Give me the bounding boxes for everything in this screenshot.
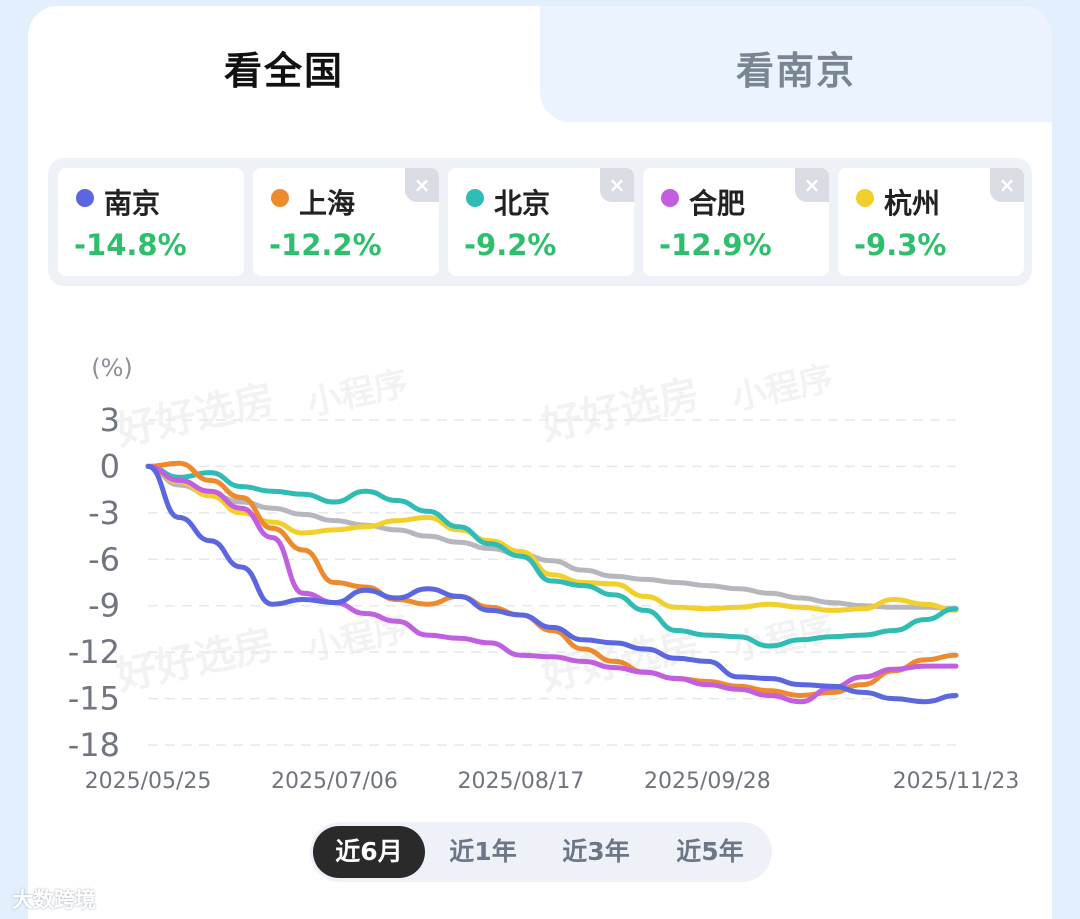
- series-line-2: [145, 463, 959, 649]
- series-line-4: [145, 463, 959, 613]
- legend-value-nanjing: -14.8%: [74, 228, 187, 262]
- y-tick-label: -15: [68, 680, 120, 718]
- footer-brand: 大数跨境: [12, 888, 96, 912]
- watermark-text: 小程序: [729, 358, 837, 418]
- legend-dot-hefei: [661, 189, 679, 207]
- legend-value-shanghai: -12.2%: [269, 228, 382, 262]
- close-icon[interactable]: ×: [405, 168, 439, 202]
- legend-name-shanghai: 上海: [299, 187, 356, 220]
- range-button-6m[interactable]: 近6月: [313, 826, 425, 878]
- close-icon[interactable]: ×: [990, 168, 1024, 202]
- legend-value-beijing: -9.2%: [464, 228, 557, 262]
- watermark-text: 小程序: [304, 608, 412, 668]
- x-tick-label: 2025/11/23: [893, 769, 1020, 794]
- legend-name-nanjing: 南京: [104, 187, 161, 220]
- y-tick-label: 0: [100, 447, 120, 485]
- legend-value-hefei: -12.9%: [659, 228, 772, 262]
- tab-national[interactable]: 看全国: [223, 49, 344, 93]
- watermark-text: 好好选房: [537, 372, 704, 450]
- legend-dot-hangzhou: [856, 189, 874, 207]
- series-line-0: [145, 463, 959, 705]
- watermark-text: 好好选房: [112, 622, 279, 700]
- close-icon[interactable]: ×: [600, 168, 634, 202]
- legend-name-hangzhou: 杭州: [884, 187, 941, 220]
- watermark-text: 小程序: [304, 363, 412, 423]
- legend-value-hangzhou: -9.3%: [854, 228, 947, 262]
- legend-name-hefei: 合肥: [689, 187, 746, 220]
- y-tick-label: -3: [88, 494, 120, 532]
- legend-card-hangzhou[interactable]: 杭州 -9.3% ×: [838, 168, 1024, 276]
- close-icon[interactable]: ×: [795, 168, 829, 202]
- x-tick-label: 2025/07/06: [271, 769, 398, 794]
- legend-dot-shanghai: [271, 189, 289, 207]
- x-tick-label: 2025/05/25: [85, 769, 212, 794]
- tab-nanjing-bg[interactable]: [540, 6, 1052, 122]
- legend-card-shanghai[interactable]: 上海 -12.2% ×: [253, 168, 439, 276]
- legend-name-beijing: 北京: [494, 187, 551, 220]
- x-tick-label: 2025/09/28: [644, 769, 771, 794]
- x-tick-label: 2025/08/17: [458, 769, 585, 794]
- y-tick-label: -12: [68, 633, 120, 671]
- range-button-3y[interactable]: 近3年: [562, 837, 630, 866]
- legend-dot-beijing: [466, 189, 484, 207]
- range-button-1y[interactable]: 近1年: [449, 837, 517, 866]
- series-line-3: [145, 463, 959, 705]
- tab-nanjing[interactable]: 看南京: [735, 49, 856, 93]
- y-axis-unit: (%): [91, 354, 133, 382]
- legend-card-nanjing[interactable]: 南京 -14.8%: [58, 168, 244, 276]
- y-tick-label: -18: [68, 726, 120, 764]
- legend-card-beijing[interactable]: 北京 -9.2% ×: [448, 168, 634, 276]
- y-tick-label: -9: [88, 587, 120, 625]
- y-tick-label: -6: [88, 540, 120, 578]
- series-line-reference: [145, 463, 959, 612]
- legend-card-hefei[interactable]: 合肥 -12.9% ×: [643, 168, 829, 276]
- watermark-text: 好好选房: [112, 377, 279, 455]
- range-button-5y[interactable]: 近5年: [676, 837, 744, 866]
- y-tick-label: 3: [100, 401, 120, 439]
- legend-dot-nanjing: [76, 189, 94, 207]
